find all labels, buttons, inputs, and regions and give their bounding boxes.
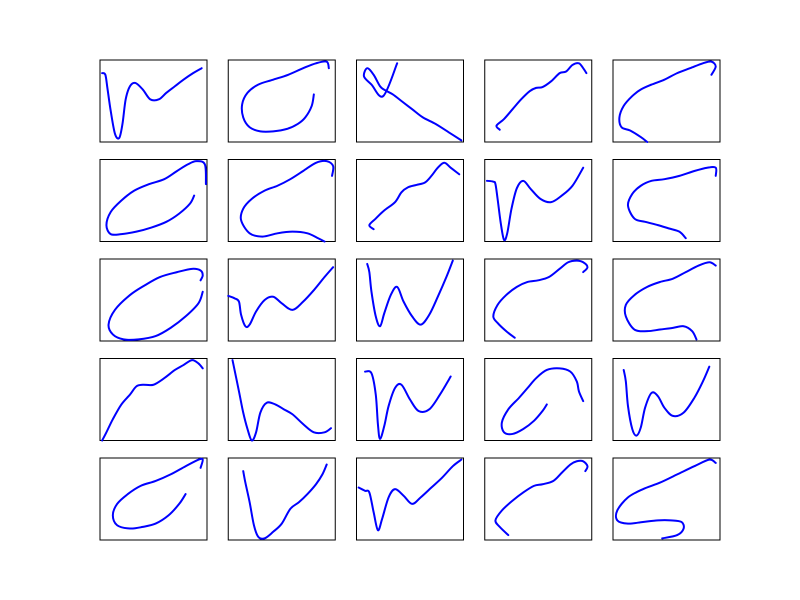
subplot-grid [99, 59, 721, 541]
series-line-18 [364, 370, 452, 440]
subplot-frame-13 [356, 258, 464, 342]
subplot-frame-15 [612, 258, 721, 342]
subplot-frame-25 [612, 457, 721, 541]
subplot-frame-18 [356, 358, 464, 441]
subplot-frame-8 [356, 159, 464, 242]
subplot-frame-7 [227, 159, 336, 242]
subplot-frame-12 [227, 258, 336, 342]
series-line-12 [227, 266, 335, 329]
subplot-frame-22 [227, 457, 336, 541]
subplot-frame-2 [227, 59, 336, 143]
series-line-3 [362, 62, 463, 142]
subplot-frame-24 [484, 457, 593, 541]
subplot-frame-16 [99, 358, 208, 441]
series-line-25 [614, 458, 717, 540]
series-line-5 [618, 60, 717, 143]
series-line-4 [495, 62, 588, 131]
series-line-23 [357, 458, 463, 532]
series-line-20 [622, 365, 711, 437]
subplot-frame-10 [612, 159, 721, 242]
series-line-11 [107, 267, 204, 341]
series-line-15 [623, 261, 717, 341]
series-line-9 [485, 166, 585, 242]
subplot-frame-17 [227, 358, 336, 441]
series-line-21 [111, 457, 204, 530]
subplot-frame-1 [99, 59, 208, 143]
subplot-frame-21 [99, 457, 208, 541]
series-line-2 [240, 60, 330, 133]
subplot-frame-4 [484, 59, 593, 143]
series-line-17 [231, 359, 332, 442]
subplot-frame-9 [484, 159, 593, 242]
subplot-frame-19 [484, 358, 593, 441]
subplot-frame-14 [484, 258, 593, 342]
subplot-frame-6 [99, 159, 208, 242]
series-line-10 [626, 165, 718, 240]
series-line-16 [101, 359, 204, 442]
series-line-1 [101, 67, 203, 140]
subplot-frame-20 [612, 358, 721, 441]
series-line-8 [368, 161, 461, 231]
series-line-22 [242, 463, 328, 540]
series-line-7 [239, 159, 335, 243]
series-line-13 [366, 259, 454, 328]
subplot-frame-23 [356, 457, 464, 541]
series-line-14 [492, 259, 589, 339]
subplot-frame-11 [99, 258, 208, 342]
series-line-24 [494, 459, 589, 537]
series-line-19 [500, 367, 585, 436]
subplot-frame-5 [612, 59, 721, 143]
subplot-frame-3 [356, 59, 464, 143]
series-line-6 [105, 160, 207, 236]
